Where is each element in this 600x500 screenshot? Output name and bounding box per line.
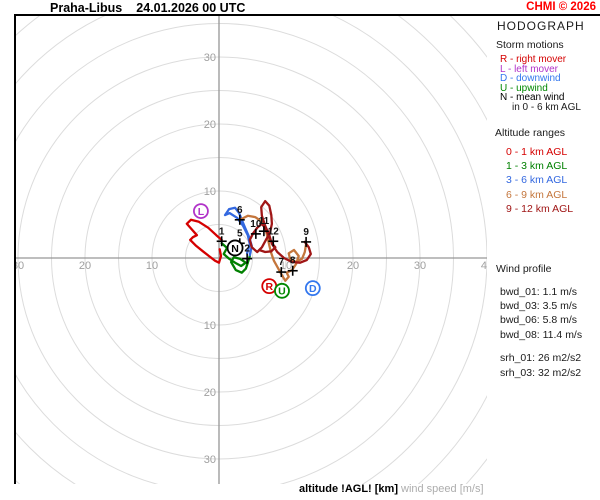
range-0-1km: 0 - 1 km AGL — [506, 146, 568, 158]
svg-text:L: L — [198, 206, 205, 218]
legend-item-right-mover: R - right mover — [500, 54, 567, 65]
srh-03-value: srh_03: 32 m2/s2 — [500, 366, 582, 379]
svg-text:30: 30 — [204, 454, 216, 466]
svg-text:10: 10 — [250, 219, 262, 230]
copyright-watermark: CHMI © 2026 — [526, 1, 596, 13]
sidebar: HODOGRAPH Storm motions R - right mover … — [490, 14, 598, 494]
svg-text:11: 11 — [259, 216, 270, 227]
svg-text:40: 40 — [481, 260, 493, 272]
bwd-08-value: bwd_08: 11.4 m/s — [500, 328, 583, 341]
svg-text:20: 20 — [347, 260, 359, 272]
storm-motions-legend: R - right mover L - left mover D - downw… — [500, 55, 581, 113]
observation-datetime: 24.01.2026 00 UTC — [136, 1, 246, 15]
storm-motions-title: Storm motions — [496, 39, 564, 51]
bwd-03-value: bwd_03: 3.5 m/s — [500, 300, 578, 313]
range-1-3km: 1 - 3 km AGL — [506, 160, 568, 173]
svg-text:20: 20 — [204, 387, 216, 399]
svg-text:N: N — [231, 243, 239, 255]
altitude-ranges-legend: 0 - 1 km AGL 1 - 3 km AGL 3 - 6 km AGL 6… — [506, 145, 573, 216]
svg-text:5: 5 — [237, 228, 243, 239]
bwd-06-value: bwd_06: 5.8 m/s — [500, 314, 578, 327]
svg-text:30: 30 — [204, 52, 216, 64]
page-title: Praha-Libus 24.01.2026 00 UTC — [50, 1, 245, 15]
svg-text:U: U — [278, 286, 286, 298]
svg-text:20: 20 — [79, 260, 91, 272]
svg-text:30: 30 — [414, 260, 426, 272]
storm-relative-helicity-list: srh_01: 26 m2/s2 srh_03: 32 m2/s2 — [500, 351, 581, 380]
svg-text:12: 12 — [268, 226, 280, 237]
srh-01-value: srh_01: 26 m2/s2 — [500, 352, 582, 364]
sidebar-heading: HODOGRAPH — [497, 19, 585, 33]
legend-item-left-mover: L - left mover — [500, 63, 558, 75]
svg-text:6: 6 — [237, 205, 243, 216]
mean-wind-note: in 0 - 6 km AGL — [512, 101, 581, 113]
bwd-01-value: bwd_01: 1.1 m/s — [500, 286, 578, 298]
svg-text:2: 2 — [244, 244, 250, 255]
windspeed-axis-label: wind speed [m/s] — [401, 483, 484, 495]
svg-text:9: 9 — [303, 227, 309, 238]
svg-text:7: 7 — [279, 257, 285, 268]
svg-text:8: 8 — [290, 256, 296, 267]
svg-text:20: 20 — [204, 119, 216, 131]
range-3-6km: 3 - 6 km AGL — [506, 174, 568, 187]
svg-text:30: 30 — [12, 260, 24, 272]
svg-text:10: 10 — [146, 260, 158, 272]
altitude-axis-label: altitude !AGL! [km] — [299, 483, 398, 495]
svg-text:10: 10 — [204, 320, 216, 332]
legend-item-downwind: D - downwind — [500, 73, 561, 85]
svg-text:10: 10 — [280, 260, 292, 272]
svg-text:D: D — [309, 283, 317, 295]
range-6-9km: 6 - 9 km AGL — [506, 188, 568, 201]
wind-profile-title: Wind profile — [496, 263, 552, 275]
range-9-12km: 9 - 12 km AGL — [506, 202, 574, 215]
altitude-ranges-title: Altitude ranges — [495, 127, 566, 139]
svg-text:R: R — [265, 281, 273, 293]
svg-text:10: 10 — [204, 186, 216, 198]
svg-text:1: 1 — [219, 226, 225, 237]
legend-item-mean-wind: N - mean wind — [500, 92, 565, 104]
bulk-wind-difference-list: bwd_01: 1.1 m/s bwd_03: 3.5 m/s bwd_06: … — [500, 285, 582, 342]
legend-item-upwind: U - upwind — [500, 82, 548, 94]
station-name: Praha-Libus — [50, 1, 123, 15]
